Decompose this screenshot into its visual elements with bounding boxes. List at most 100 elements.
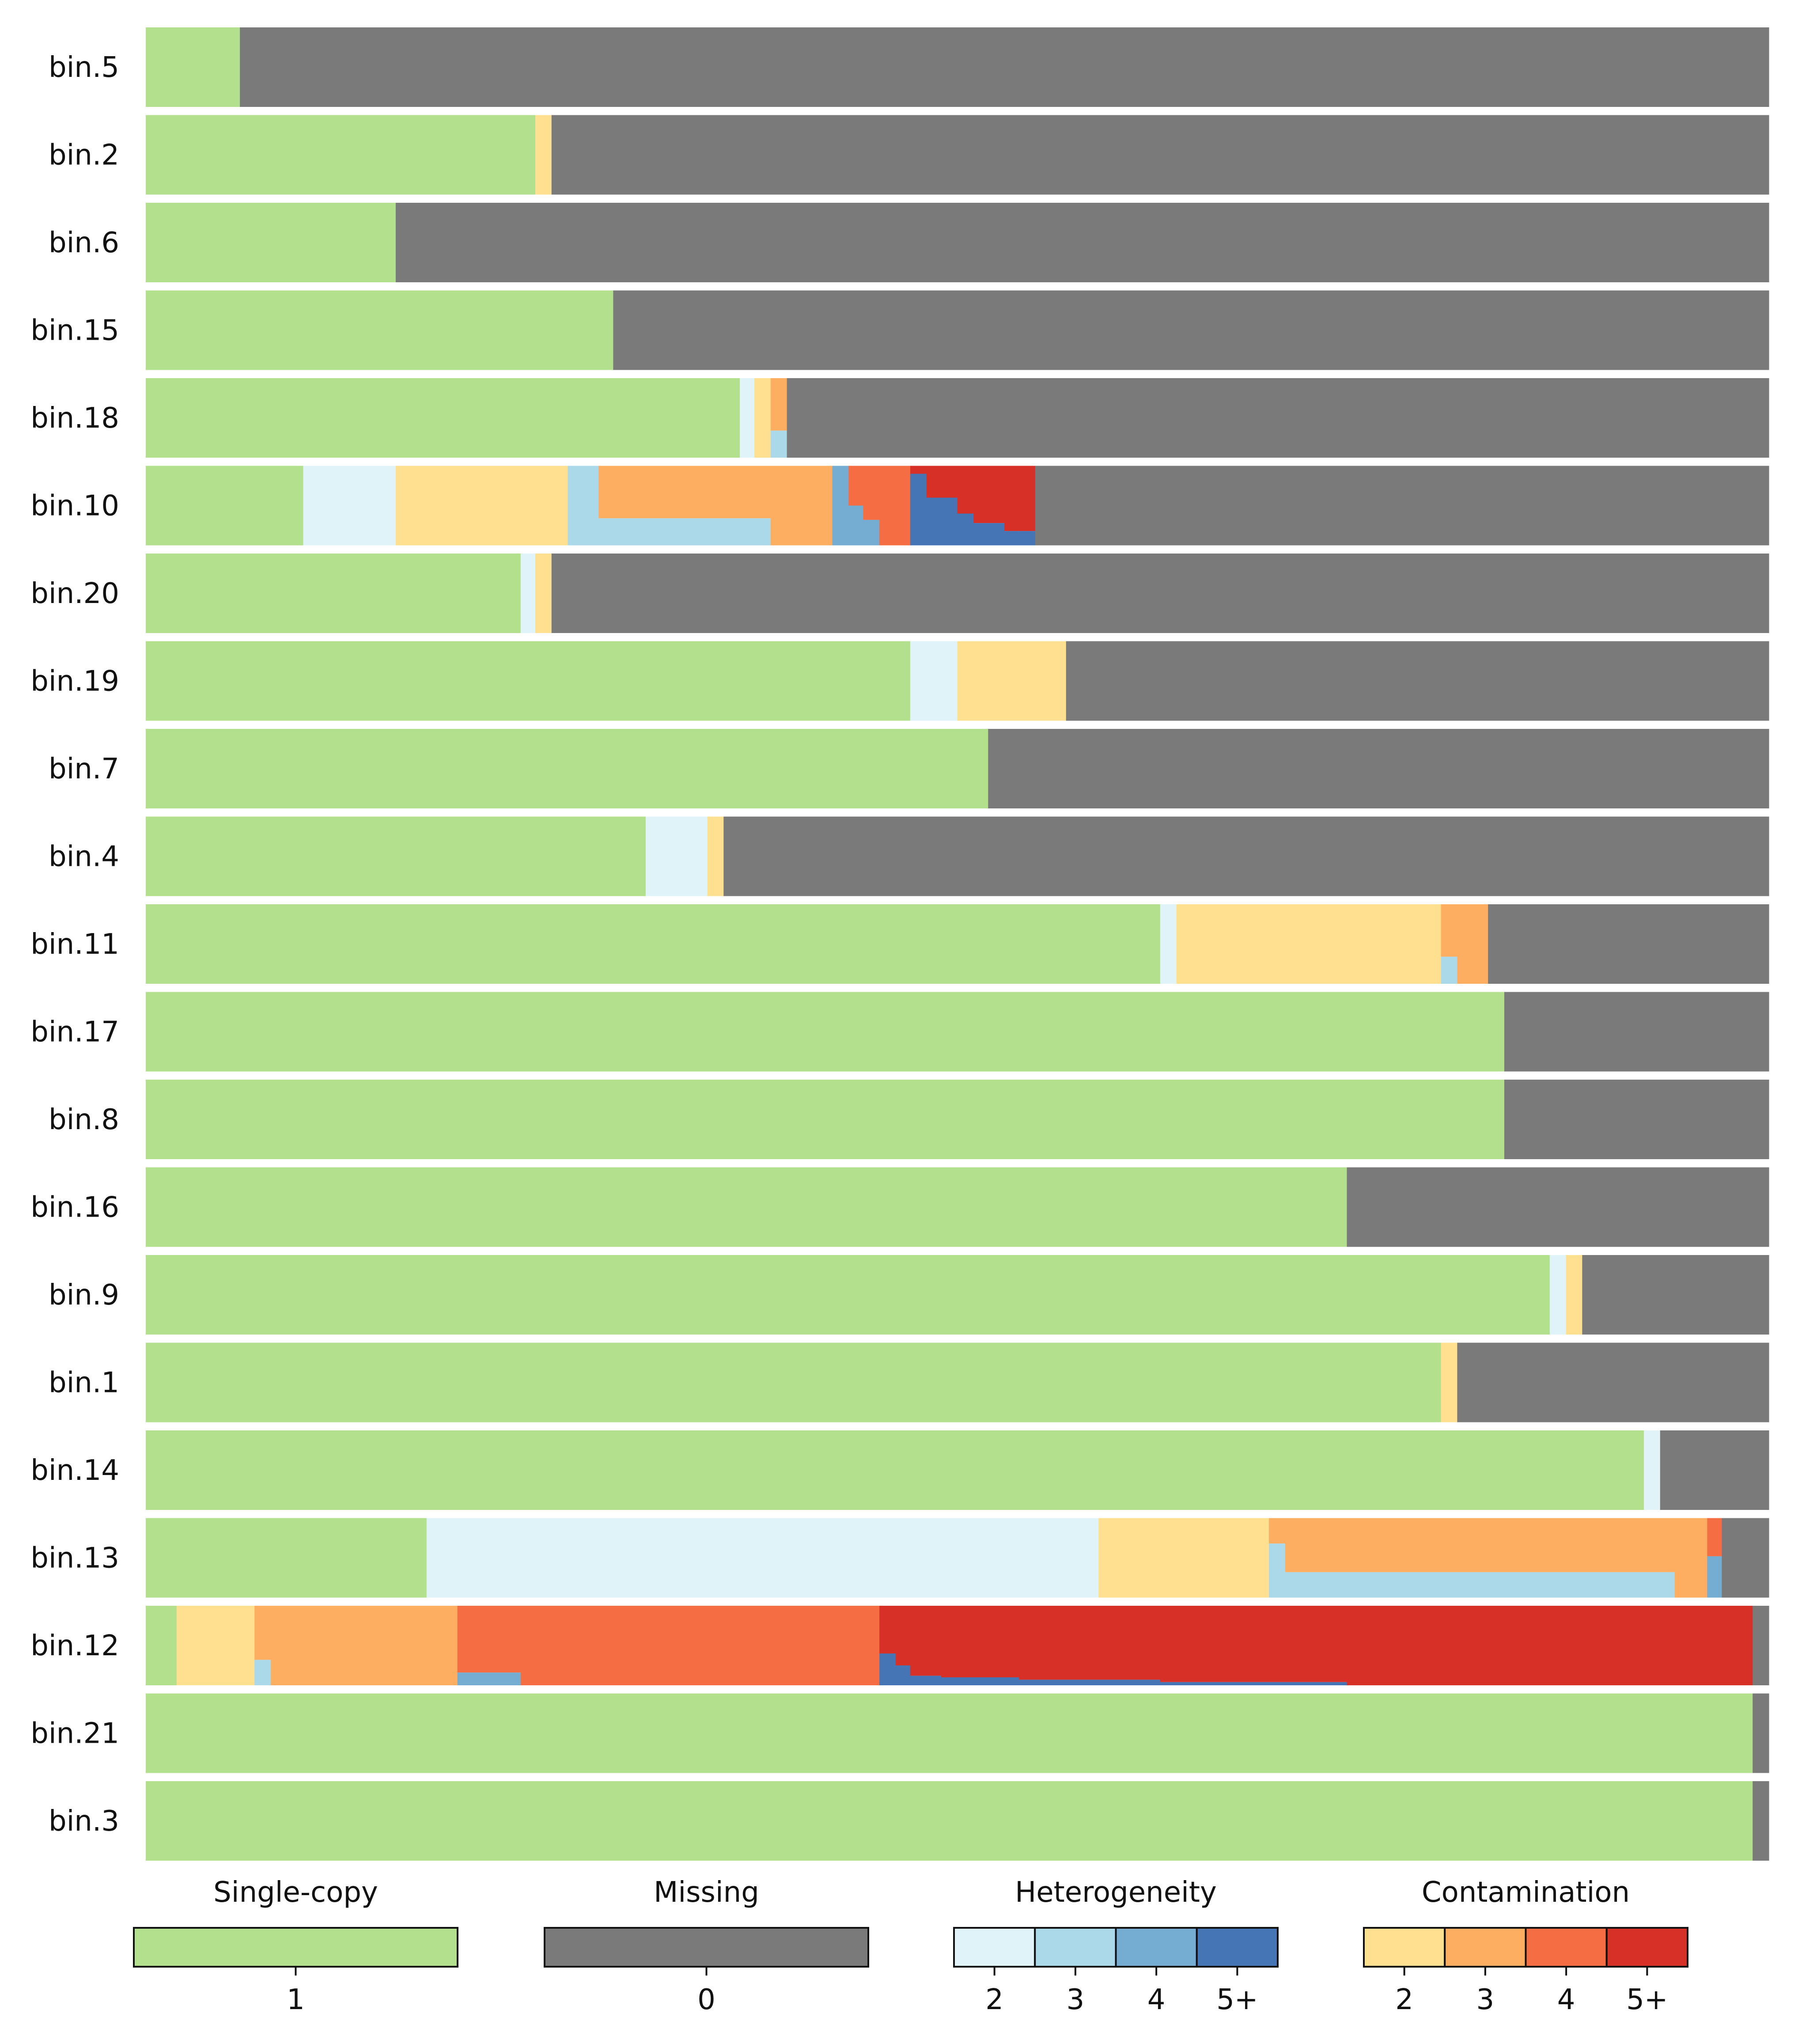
row-label: bin.17 [30,1016,119,1049]
segment-con3 [770,378,787,431]
segment-het3 [254,1660,271,1685]
segment-single [146,1606,177,1685]
segment-con5 [1160,1606,1348,1682]
bar-row-bin-5 [146,27,1769,107]
segment-het5 [1019,1680,1161,1685]
bar-row-bin-13 [146,1518,1769,1598]
legend-swatch [1444,1927,1527,1968]
segment-single [146,1781,1753,1861]
bar-row-bin-15 [146,290,1769,370]
legend-title: Missing [654,1876,759,1909]
segment-het5 [957,513,974,546]
row-label: bin.6 [49,227,119,259]
segment-het2 [1644,1430,1661,1510]
segment-single [146,554,521,633]
legend-title: Heterogeneity [1015,1876,1217,1909]
row-label: bin.14 [30,1454,119,1487]
segment-con5 [957,466,974,514]
segment-het2 [426,1518,1099,1598]
row-label: bin.16 [30,1191,119,1224]
segment-het3 [568,466,599,546]
row-label: bin.4 [49,841,119,873]
row-label: bin.13 [30,1542,119,1575]
segment-single [146,290,613,370]
row-label: bin.20 [30,577,119,610]
segment-single [146,1255,1550,1335]
segment-het4 [863,520,880,546]
row-label: bin.12 [30,1630,119,1662]
segment-het5 [1020,531,1036,546]
segment-missing [613,290,1769,370]
segment-het2 [1160,904,1177,984]
legend-tick-label: 5+ [1216,1983,1258,2016]
bar-row-bin-4 [146,816,1769,896]
legend-swatch [953,1927,1036,1968]
segment-het5 [973,523,1005,546]
segment-missing [1753,1781,1769,1861]
legend-tick-label: 0 [697,1983,715,2016]
segment-con4 [457,1606,521,1673]
legend-tick-label: 1 [287,1983,305,2016]
segment-con2 [395,466,568,546]
legend-swatch [1115,1927,1198,1968]
segment-con2 [535,115,552,195]
legend-title: Single-copy [213,1876,378,1909]
segment-missing [1347,1167,1769,1247]
legend-tick-label: 2 [1395,1983,1413,2016]
segment-single [146,1342,1442,1422]
segment-con2 [707,816,724,896]
row-label: bin.7 [49,753,119,785]
segment-missing [551,554,1769,633]
bar-row-bin-7 [146,729,1769,808]
segment-missing [1660,1430,1769,1510]
segment-con2 [1098,1518,1269,1598]
segment-het4 [1707,1556,1722,1598]
bar-row-bin-14 [146,1430,1769,1510]
segment-het5 [910,1676,942,1685]
segment-single [146,27,240,107]
legend-swatch [1525,1927,1608,1968]
bar-row-bin-9 [146,1255,1769,1335]
segment-het3 [1269,1543,1286,1598]
segment-con5 [1019,1606,1161,1680]
legend-title: Contamination [1422,1876,1630,1909]
legend-swatch [133,1927,458,1968]
segment-het3 [598,518,771,546]
segment-missing [787,378,1769,458]
legend-swatch [544,1927,869,1968]
segment-con3 [598,466,771,519]
legend-tick-label: 5+ [1626,1983,1668,2016]
segment-het4 [848,505,863,546]
segment-het2 [740,378,755,458]
row-label: bin.3 [49,1805,119,1838]
segment-single [146,1693,1753,1773]
row-label: bin.15 [30,315,119,347]
segment-single [146,203,396,282]
legend-swatch [1363,1927,1446,1968]
bar-row-bin-3 [146,1781,1769,1861]
row-label: bin.21 [30,1718,119,1750]
segment-con3 [770,466,833,546]
segment-con5 [1347,1606,1753,1685]
legend-tick-label: 3 [1476,1983,1495,2016]
bar-row-bin-18 [146,378,1769,458]
segment-het2 [645,816,708,896]
segment-missing [1035,466,1769,546]
segment-con5 [1004,466,1021,531]
segment-con3 [1285,1518,1675,1572]
segment-con2 [957,641,1067,721]
segment-missing [1582,1255,1769,1335]
segment-con3 [1441,904,1457,957]
bar-row-bin-12 [146,1606,1769,1685]
segment-het5 [879,1653,896,1685]
segment-con5 [910,1606,942,1676]
segment-con4 [848,466,863,506]
segment-single [146,729,988,808]
legend-missing: Missing 0 [544,1876,869,2016]
segment-het5 [910,474,927,546]
segment-missing [551,115,1769,195]
segment-het5 [895,1665,911,1685]
segment-con3 [254,1606,271,1660]
bar-row-bin-17 [146,992,1769,1072]
